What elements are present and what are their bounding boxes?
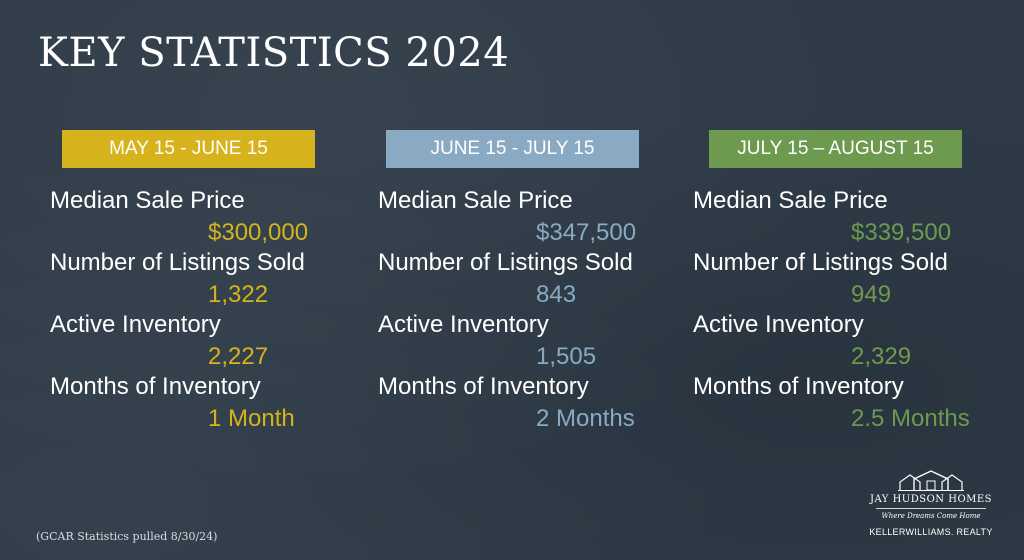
period-banner: MAY 15 - JUNE 15 [62, 130, 315, 168]
median-sale-price-label: Median Sale Price [693, 187, 888, 214]
active-inventory-label: Active Inventory [378, 311, 549, 338]
period-banner: JUNE 15 - JULY 15 [386, 130, 639, 168]
period-banner: JULY 15 – AUGUST 15 [709, 130, 962, 168]
listings-sold-value: 843 [536, 281, 577, 308]
brand-logo: JAY HUDSON HOMES Where Dreams Come Home … [866, 470, 996, 537]
stats-list: Median Sale Price $300,000 Number of Lis… [50, 186, 315, 434]
active-inventory-value: 2,227 [208, 343, 269, 370]
brokerage-name: KELLERWILLIAMS. REALTY [869, 527, 993, 537]
median-sale-price-value: $300,000 [208, 219, 309, 246]
active-inventory-label: Active Inventory [693, 311, 864, 338]
listings-sold-value: 949 [851, 281, 892, 308]
source-footnote: (GCAR Statistics pulled 8/30/24) [36, 530, 218, 543]
stats-column-july-august: JULY 15 – AUGUST 15 Median Sale Price $3… [693, 130, 970, 434]
median-sale-price-value: $339,500 [851, 219, 952, 246]
page-title: KEY STATISTICS 2024 [38, 30, 510, 76]
active-inventory-label: Active Inventory [50, 311, 221, 338]
months-inventory-value: 2.5 Months [851, 405, 970, 432]
active-inventory-value: 1,505 [536, 343, 597, 370]
listings-sold-label: Number of Listings Sold [50, 249, 305, 276]
stats-list: Median Sale Price $339,500 Number of Lis… [693, 186, 970, 434]
stats-column-june-july: JUNE 15 - JULY 15 Median Sale Price $347… [378, 130, 639, 434]
months-inventory-value: 2 Months [536, 405, 635, 432]
stats-column-may-june: MAY 15 - JUNE 15 Median Sale Price $300,… [50, 130, 315, 434]
months-inventory-label: Months of Inventory [693, 373, 904, 400]
median-sale-price-label: Median Sale Price [50, 187, 245, 214]
stats-list: Median Sale Price $347,500 Number of Lis… [378, 186, 639, 434]
logo-divider [876, 508, 986, 509]
months-inventory-label: Months of Inventory [378, 373, 589, 400]
logo-tagline: Where Dreams Come Home [881, 512, 981, 520]
listings-sold-value: 1,322 [208, 281, 269, 308]
median-sale-price-value: $347,500 [536, 219, 637, 246]
median-sale-price-label: Median Sale Price [378, 187, 573, 214]
active-inventory-value: 2,329 [851, 343, 912, 370]
listings-sold-label: Number of Listings Sold [378, 249, 633, 276]
logo-name: JAY HUDSON HOMES [869, 494, 993, 505]
houses-logo-icon [866, 470, 996, 492]
months-inventory-label: Months of Inventory [50, 373, 261, 400]
months-inventory-value: 1 Month [208, 405, 295, 432]
listings-sold-label: Number of Listings Sold [693, 249, 948, 276]
